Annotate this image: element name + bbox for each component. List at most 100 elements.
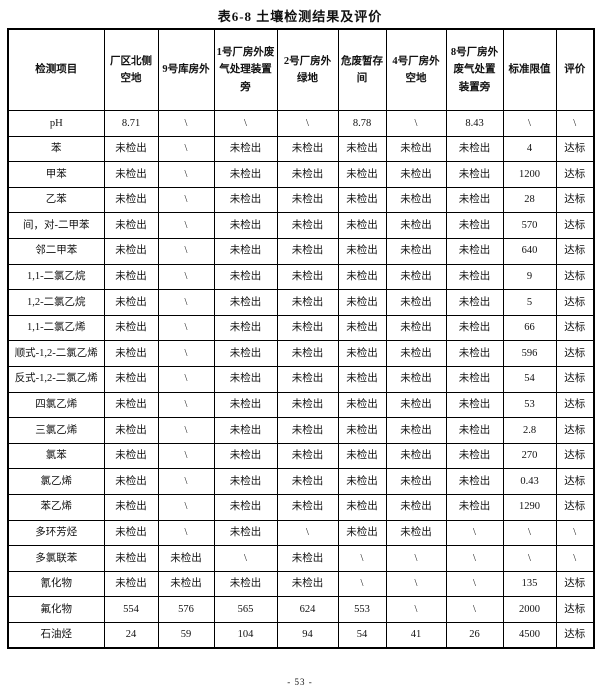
- table-cell: 未检出: [337, 442, 387, 470]
- table-cell: \: [157, 237, 215, 265]
- table-cell: 未检出: [276, 314, 339, 342]
- table-row: 1,2-二氯乙烷 未检出 \ 未检出 未检出 未检出 未检出 未检出 5 达标: [7, 289, 595, 316]
- table-cell: 未检出: [213, 391, 278, 419]
- table-row: 反式-1,2-二氯乙烯 未检出 \ 未检出 未检出 未检出 未检出 未检出 54 达标: [7, 365, 595, 393]
- table-cell: 2000: [502, 596, 557, 623]
- table-cell: \: [555, 110, 595, 137]
- table-cell: 未检出: [103, 365, 159, 393]
- table-cell: 未检出: [103, 340, 159, 367]
- table-cell: \: [157, 135, 215, 163]
- table-cell: \: [157, 442, 215, 470]
- table-cell: 未检出: [337, 519, 387, 547]
- table-cell: \: [385, 545, 447, 572]
- table-cell: 1290: [502, 493, 557, 521]
- table-cell: 未检出: [445, 237, 504, 265]
- table-cell: 未检出: [276, 365, 339, 393]
- test-item-cell: 四氯乙烯: [7, 391, 105, 419]
- test-item-cell: 氯乙烯: [7, 468, 105, 495]
- table-cell: 未检出: [103, 545, 159, 572]
- table-cell: 未检出: [385, 161, 447, 188]
- table-cell: 未检出: [337, 391, 387, 419]
- test-item-cell: 乙苯: [7, 186, 105, 214]
- table-cell: 达标: [555, 442, 595, 470]
- table-cell: 未检出: [445, 468, 504, 495]
- table-row: 乙苯 未检出 \ 未检出 未检出 未检出 未检出 未检出 28 达标: [7, 186, 595, 214]
- table-cell: \: [157, 493, 215, 521]
- table-cell: 9: [502, 263, 557, 291]
- table-row: 石油烃 24 59 104 94 54 41 26 4500 达标: [7, 621, 595, 649]
- table-row: 邻二甲苯 未检出 \ 未检出 未检出 未检出 未检出 未检出 640 达标: [7, 237, 595, 265]
- table-cell: \: [157, 417, 215, 444]
- table-cell: 达标: [555, 186, 595, 214]
- table-cell: 未检出: [276, 340, 339, 367]
- column-header: 8号厂房外废气处置装置旁: [445, 28, 504, 111]
- table-cell: 未检出: [337, 468, 387, 495]
- table-cell: 未检出: [445, 314, 504, 342]
- table-cell: 达标: [555, 570, 595, 598]
- table-cell: 达标: [555, 596, 595, 623]
- test-item-cell: 1,2-二氯乙烷: [7, 289, 105, 316]
- table-cell: 未检出: [337, 263, 387, 291]
- table-cell: \: [213, 545, 278, 572]
- table-cell: 未检出: [213, 289, 278, 316]
- table-cell: \: [445, 596, 504, 623]
- table-cell: 未检出: [276, 135, 339, 163]
- table-row: 顺式-1,2-二氯乙烯 未检出 \ 未检出 未检出 未检出 未检出 未检出 596 达标: [7, 340, 595, 367]
- table-cell: 达标: [555, 365, 595, 393]
- table-title: 表6-8 土壤检测结果及评价: [217, 9, 383, 24]
- table-cell: 未检出: [445, 212, 504, 239]
- table-cell: 未检出: [337, 340, 387, 367]
- table-cell: 未检出: [213, 314, 278, 342]
- table-cell: 未检出: [213, 186, 278, 214]
- table-cell: \: [213, 110, 278, 137]
- test-item-cell: 多氯联苯: [7, 545, 105, 572]
- test-item-cell: 1,1-二氯乙烷: [7, 263, 105, 291]
- table-cell: 624: [276, 596, 339, 623]
- table-cell: 66: [502, 314, 557, 342]
- table-cell: 640: [502, 237, 557, 265]
- table-cell: 24: [103, 621, 159, 649]
- test-item-cell: 苯: [7, 135, 105, 163]
- table-cell: 8.43: [445, 110, 504, 137]
- table-cell: 135: [502, 570, 557, 598]
- column-header: 检测项目: [7, 28, 105, 111]
- table-cell: 达标: [555, 391, 595, 419]
- table-cell: 未检出: [103, 314, 159, 342]
- test-item-cell: 氯苯: [7, 442, 105, 470]
- test-item-cell: 反式-1,2-二氯乙烯: [7, 365, 105, 393]
- table-cell: \: [445, 545, 504, 572]
- table-cell: 41: [385, 621, 447, 649]
- test-item-cell: 间，对-二甲苯: [7, 212, 105, 239]
- table-cell: 未检出: [445, 135, 504, 163]
- column-header: 危废暂存间: [337, 28, 387, 111]
- table-cell: 未检出: [103, 289, 159, 316]
- table-cell: 未检出: [157, 545, 215, 572]
- table-cell: 28: [502, 186, 557, 214]
- table-cell: 未检出: [276, 289, 339, 316]
- table-row: 苯未检出 \ 未检出 未检出 未检出 未检出 未检出 4 达标: [7, 135, 595, 163]
- table-cell: \: [157, 519, 215, 547]
- column-header: 1号厂房外废气处理装置旁: [213, 28, 278, 111]
- table-cell: 未检出: [103, 519, 159, 547]
- table-cell: 未检出: [213, 263, 278, 291]
- table-cell: \: [157, 314, 215, 342]
- table-cell: 59: [157, 621, 215, 649]
- table-cell: 未检出: [385, 519, 447, 547]
- table-cell: 未检出: [445, 417, 504, 444]
- table-cell: 未检出: [385, 468, 447, 495]
- test-item-cell: 石油烃: [7, 621, 105, 649]
- table-row: 氟化物 554 576 565 624 553 \ \ 2000 达标: [7, 596, 595, 623]
- table-cell: 596: [502, 340, 557, 367]
- table-cell: 未检出: [103, 161, 159, 188]
- table-row: 甲苯 未检出 \ 未检出 未检出 未检出 未检出 未检出 1200 达标: [7, 161, 595, 188]
- table-row: 四氯乙烯 未检出 \ 未检出 未检出 未检出 未检出 未检出 53 达标: [7, 391, 595, 419]
- table-cell: 达标: [555, 468, 595, 495]
- table-cell: 未检出: [213, 237, 278, 265]
- column-header: 4号厂房外空地: [385, 28, 447, 111]
- table-cell: 未检出: [276, 417, 339, 444]
- table-cell: 5: [502, 289, 557, 316]
- table-cell: 未检出: [445, 186, 504, 214]
- table-cell: 未检出: [385, 237, 447, 265]
- table-cell: \: [445, 519, 504, 547]
- table-cell: 未检出: [103, 493, 159, 521]
